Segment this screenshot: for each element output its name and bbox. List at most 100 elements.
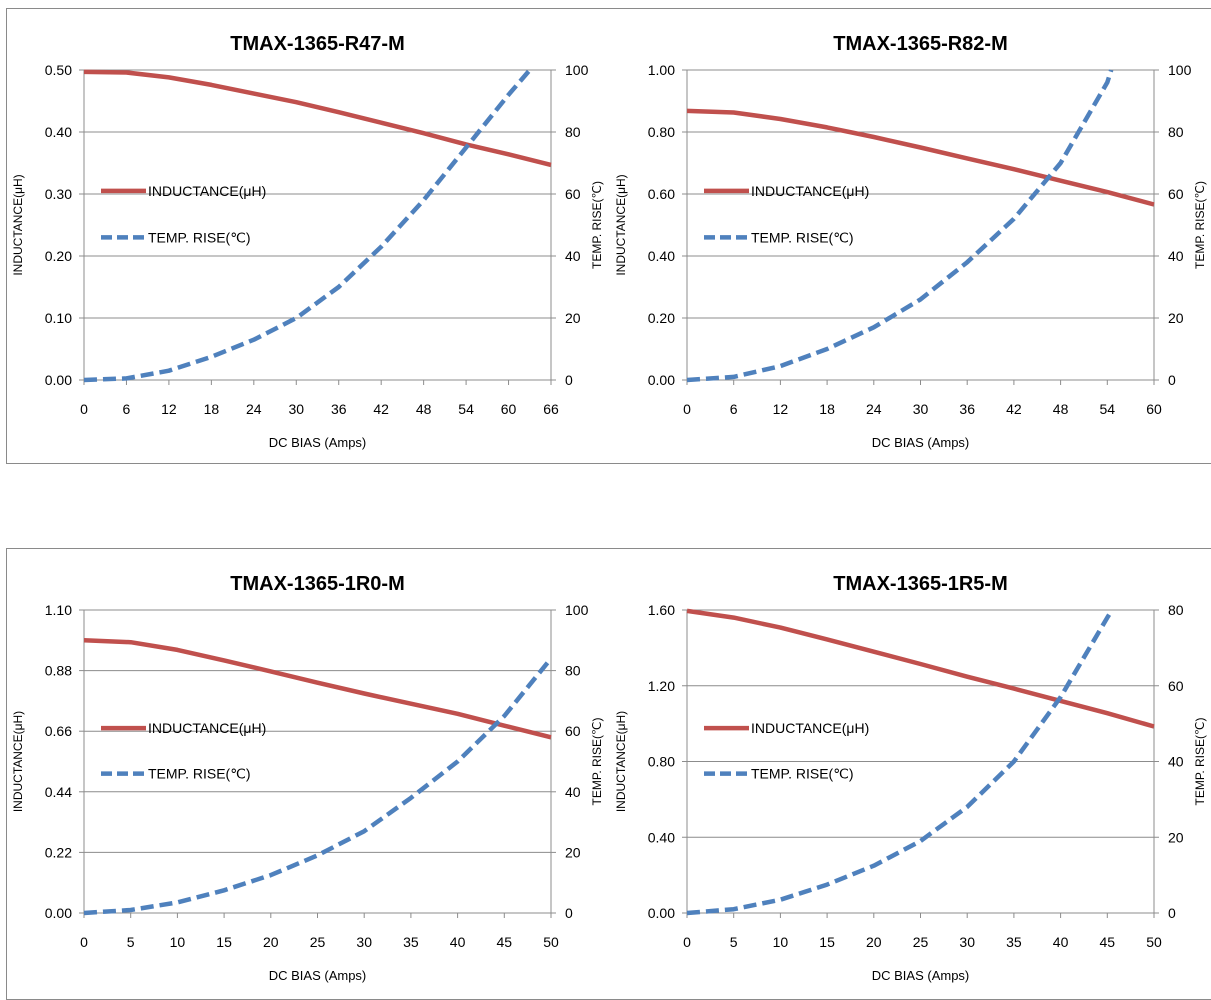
y2-axis-label: TEMP. RISE(℃) (590, 181, 604, 269)
y2-tick-label: 80 (1168, 124, 1184, 140)
y2-tick-label: 100 (565, 62, 589, 78)
y2-axis-label: TEMP. RISE(℃) (590, 718, 604, 806)
inductance-line (686, 608, 1155, 729)
x-tick-label: 54 (1100, 401, 1116, 417)
chart-title: TMAX-1365-R82-M (833, 33, 1007, 55)
x-tick-label: 24 (866, 401, 882, 417)
chart-r47-svg: TMAX-1365-R47-M 0.00 0.10 0.20 0.30 0.40 0.50 0… (11, 33, 604, 450)
x-tick-label: 35 (403, 934, 419, 950)
y2-tick-label: 60 (1168, 186, 1184, 202)
x-tick-label: 18 (819, 401, 835, 417)
x-tick-label: 0 (683, 934, 691, 950)
x-tick-label: 42 (373, 401, 389, 417)
x-tick-label: 40 (450, 934, 466, 950)
legend-inductance-label: INDUCTANCE(μH) (751, 183, 869, 199)
x-tick-label: 30 (356, 934, 372, 950)
y-tick-label: 0.10 (45, 310, 72, 326)
chart-panel-1r0: TMAX-1365-1R0-M 0.00 0.22 0.44 0.66 0.88 1.10 0… (6, 548, 609, 997)
top-chart-row: TMAX-1365-R47-M 0.00 0.10 0.20 0.30 0.40 0.50 0… (6, 8, 1211, 464)
x-tick-label: 10 (170, 934, 186, 950)
x-tick-label: 6 (730, 401, 738, 417)
x-tick-label: 36 (331, 401, 347, 417)
x-tick-label: 0 (80, 934, 88, 950)
y-tick-label: 0.00 (648, 372, 675, 388)
x-tick-label: 42 (1006, 401, 1022, 417)
y-tick-label: 0.88 (45, 663, 72, 679)
y-tick-label: 0.60 (648, 186, 675, 202)
chart-panel-r47: TMAX-1365-R47-M 0.00 0.10 0.20 0.30 0.40 0.50 0… (6, 8, 609, 464)
y-tick-label: 0.00 (45, 905, 72, 921)
x-tick-label: 40 (1053, 934, 1069, 950)
y-tick-label: 0.20 (648, 310, 675, 326)
x-tick-label: 24 (246, 401, 262, 417)
x-tick-label: 36 (959, 401, 975, 417)
y2-tick-label: 80 (565, 124, 581, 140)
x-axis-label: DC BIAS (Amps) (269, 968, 367, 983)
y-tick-label: 0.44 (45, 784, 72, 800)
chart-title: TMAX-1365-1R0-M (230, 573, 404, 595)
x-tick-label: 5 (127, 934, 135, 950)
y2-tick-label: 0 (565, 905, 573, 921)
x-tick-label: 48 (1053, 401, 1069, 417)
y-axis-label: INDUCTANCE(μH) (614, 711, 628, 812)
y-tick-label: 0.40 (648, 829, 675, 845)
x-tick-label: 35 (1006, 934, 1022, 950)
x-tick-label: 48 (416, 401, 432, 417)
y-tick-label: 0.40 (45, 124, 72, 140)
y2-tick-label: 60 (565, 723, 581, 739)
x-tick-label: 30 (959, 934, 975, 950)
inductance-line (83, 69, 552, 168)
chart-title: TMAX-1365-1R5-M (833, 573, 1007, 595)
x-tick-label: 45 (497, 934, 513, 950)
legend-temp-label: TEMP. RISE(℃) (148, 766, 251, 782)
x-axis-label: DC BIAS (Amps) (872, 435, 970, 450)
y2-tick-label: 40 (565, 784, 581, 800)
chart-panel-1r5: TMAX-1365-1R5-M 0.00 0.40 0.80 1.20 1.60 0 20 40… (609, 548, 1211, 997)
y2-tick-label: 60 (565, 186, 581, 202)
x-tick-label: 12 (161, 401, 177, 417)
y2-tick-label: 80 (1168, 602, 1184, 618)
x-tick-label: 54 (458, 401, 474, 417)
y-tick-label: 1.10 (45, 602, 72, 618)
x-tick-label: 60 (1146, 401, 1162, 417)
x-tick-label: 45 (1100, 934, 1116, 950)
x-tick-label: 20 (866, 934, 882, 950)
y2-tick-label: 20 (565, 844, 581, 860)
inductance-line (686, 108, 1155, 207)
legend-temp-label: TEMP. RISE(℃) (751, 229, 854, 245)
y-tick-label: 0.30 (45, 186, 72, 202)
top-row-border (6, 8, 1211, 464)
x-tick-label: 25 (310, 934, 326, 950)
y-axis-label: INDUCTANCE(μH) (11, 174, 25, 275)
y2-tick-label: 0 (1168, 905, 1176, 921)
legend-temp-label: TEMP. RISE(℃) (751, 766, 854, 782)
x-tick-label: 20 (263, 934, 279, 950)
y2-tick-label: 0 (1168, 372, 1176, 388)
x-tick-label: 50 (1146, 934, 1162, 950)
y2-tick-label: 20 (1168, 310, 1184, 326)
legend-inductance-label: INDUCTANCE(μH) (751, 720, 869, 736)
x-tick-label: 30 (288, 401, 304, 417)
y2-tick-label: 20 (1168, 829, 1184, 845)
y2-axis-label: TEMP. RISE(℃) (1193, 718, 1207, 806)
y2-tick-label: 40 (1168, 248, 1184, 264)
chart-panel-r82: TMAX-1365-R82-M 0.00 0.20 0.40 0.60 0.80 1.00 0… (609, 8, 1211, 464)
y-tick-label: 0.66 (45, 723, 72, 739)
x-tick-label: 10 (773, 934, 789, 950)
chart-1r5-svg: TMAX-1365-1R5-M 0.00 0.40 0.80 1.20 1.60 0 20 40… (614, 573, 1207, 983)
bottom-chart-row: TMAX-1365-1R0-M 0.00 0.22 0.44 0.66 0.88 1.10 0… (6, 548, 1211, 1000)
y2-tick-label: 60 (1168, 678, 1184, 694)
y-tick-label: 0.80 (648, 754, 675, 770)
temp-rise-line (83, 68, 532, 383)
legend-inductance-label: INDUCTANCE(μH) (148, 720, 266, 736)
y2-axis-label: TEMP. RISE(℃) (1193, 181, 1207, 269)
x-tick-label: 18 (204, 401, 220, 417)
temp-rise-line (686, 608, 1114, 916)
temp-rise-line (83, 657, 553, 916)
y-tick-label: 0.80 (648, 124, 675, 140)
x-tick-label: 15 (216, 934, 232, 950)
chart-1r0-svg: TMAX-1365-1R0-M 0.00 0.22 0.44 0.66 0.88 1.10 0… (11, 573, 604, 983)
x-tick-label: 0 (683, 401, 691, 417)
y-tick-label: 1.00 (648, 62, 675, 78)
y-tick-label: 0.20 (45, 248, 72, 264)
